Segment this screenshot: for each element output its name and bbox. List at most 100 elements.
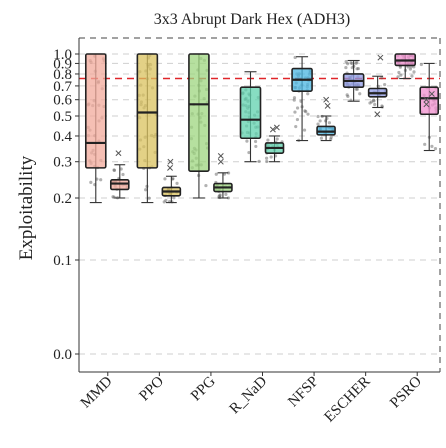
jitter-point: [383, 82, 387, 87]
jitter-point: [329, 135, 333, 139]
jitter-point: [423, 142, 427, 146]
jitter-point: [172, 196, 176, 200]
jitter-point: [368, 101, 372, 105]
jitter-point: [295, 117, 300, 122]
box: [239, 86, 262, 140]
jitter-point: [380, 76, 384, 80]
x-tick-label: PPO: [136, 373, 167, 404]
x-tick-label: NFSP: [285, 374, 322, 411]
x-tick-labels: MMD PPO PPG R_NaD NFSP ESCHER PSRO: [78, 373, 425, 425]
jitter-point: [354, 87, 358, 91]
x-tick-label: PSRO: [387, 373, 425, 411]
y-tick-label: 0.6: [53, 93, 72, 109]
jitter-point: [171, 177, 175, 181]
jitter-point: [316, 122, 320, 126]
jitter-point: [346, 94, 350, 99]
jitter-point: [144, 188, 148, 192]
jitter-point: [355, 87, 359, 91]
jitter-point: [218, 193, 222, 197]
outlier-marker: [374, 111, 381, 118]
jitter-point: [119, 167, 123, 171]
box: [84, 53, 107, 169]
jitter-point: [214, 172, 218, 176]
box-plots: [84, 53, 440, 204]
y-tick-label: 0.3: [53, 155, 72, 171]
jitter-point: [99, 178, 103, 182]
jitter-point: [218, 194, 222, 198]
x-tick-label: ESCHER: [321, 374, 373, 426]
outlier-marker: [167, 158, 174, 165]
jitter-point: [304, 110, 308, 114]
jitter-point: [380, 104, 384, 108]
jitter-point: [226, 196, 231, 200]
jitter-point: [350, 66, 354, 70]
jitter-point: [245, 139, 249, 143]
jitter-point: [164, 198, 168, 202]
box: [188, 53, 210, 172]
outlier-marker: [115, 150, 122, 157]
x-tick-label: MMD: [78, 373, 116, 411]
jitter-point: [345, 93, 349, 97]
y-tick-label: 1.0: [53, 47, 72, 63]
jitter-point: [226, 171, 231, 175]
jitter-point: [358, 92, 362, 96]
jitter-point: [147, 196, 151, 200]
jitter-point: [292, 96, 297, 100]
jitter-point: [344, 65, 348, 70]
outlier-marker: [423, 96, 430, 103]
outlier-marker: [423, 101, 430, 108]
jitter-point: [318, 119, 322, 123]
outlier-marker: [273, 124, 280, 131]
jitter-point: [303, 109, 307, 113]
jitter-point: [354, 61, 358, 65]
jitter-point: [316, 114, 320, 119]
jitter-point: [350, 61, 354, 66]
jitter-point: [433, 147, 438, 151]
jitter-point: [294, 125, 298, 129]
outlier-marker: [217, 158, 224, 165]
jitter-point: [327, 121, 332, 125]
outlier-marker: [428, 90, 435, 97]
outlier-marker: [167, 164, 173, 171]
jitter-point: [266, 138, 270, 142]
jitter-point: [112, 168, 117, 172]
jitter-point: [356, 66, 360, 71]
y-tick-label: 0.4: [53, 129, 72, 145]
jitter-point: [293, 110, 297, 114]
jitter-point: [399, 73, 403, 77]
x-tick-label: PPG: [188, 373, 219, 404]
y-tick-label: 0.5: [53, 109, 72, 125]
jitter-point: [265, 156, 269, 160]
jitter-point: [410, 74, 414, 78]
jitter-point: [121, 172, 125, 177]
y-tick-label: 0.0: [53, 347, 72, 363]
x-tick-label: R_NaD: [227, 373, 271, 417]
jitter-point: [349, 61, 353, 65]
jitter-point: [254, 144, 258, 149]
jitter-point: [430, 144, 434, 149]
jitter-point: [408, 67, 412, 71]
jitter-point: [175, 181, 179, 186]
jitter-point: [397, 70, 401, 75]
jitter-point: [419, 62, 423, 67]
jitter-point: [306, 112, 310, 116]
jitter-point: [89, 180, 93, 184]
jitter-point: [265, 159, 269, 164]
jitter-point: [398, 65, 402, 69]
jitter-point: [163, 177, 167, 181]
jitter-point: [295, 106, 300, 110]
jitter-point: [329, 137, 333, 141]
jitter-point: [371, 98, 376, 102]
y-tick-label: 0.2: [53, 191, 72, 207]
outlier-marker: [323, 96, 330, 103]
y-tick-labels: 0.0 0.1 0.2 0.3 0.4 0.50.60.70.80.91.0: [53, 47, 72, 363]
jitter-point: [224, 192, 228, 196]
y-tick-label: 0.1: [53, 253, 72, 269]
jitter-point: [412, 70, 416, 74]
jitter-point: [396, 75, 400, 79]
jitter-point: [355, 67, 359, 71]
jitter-point: [346, 62, 350, 66]
jitter-point: [217, 194, 221, 199]
axes: [75, 37, 441, 376]
